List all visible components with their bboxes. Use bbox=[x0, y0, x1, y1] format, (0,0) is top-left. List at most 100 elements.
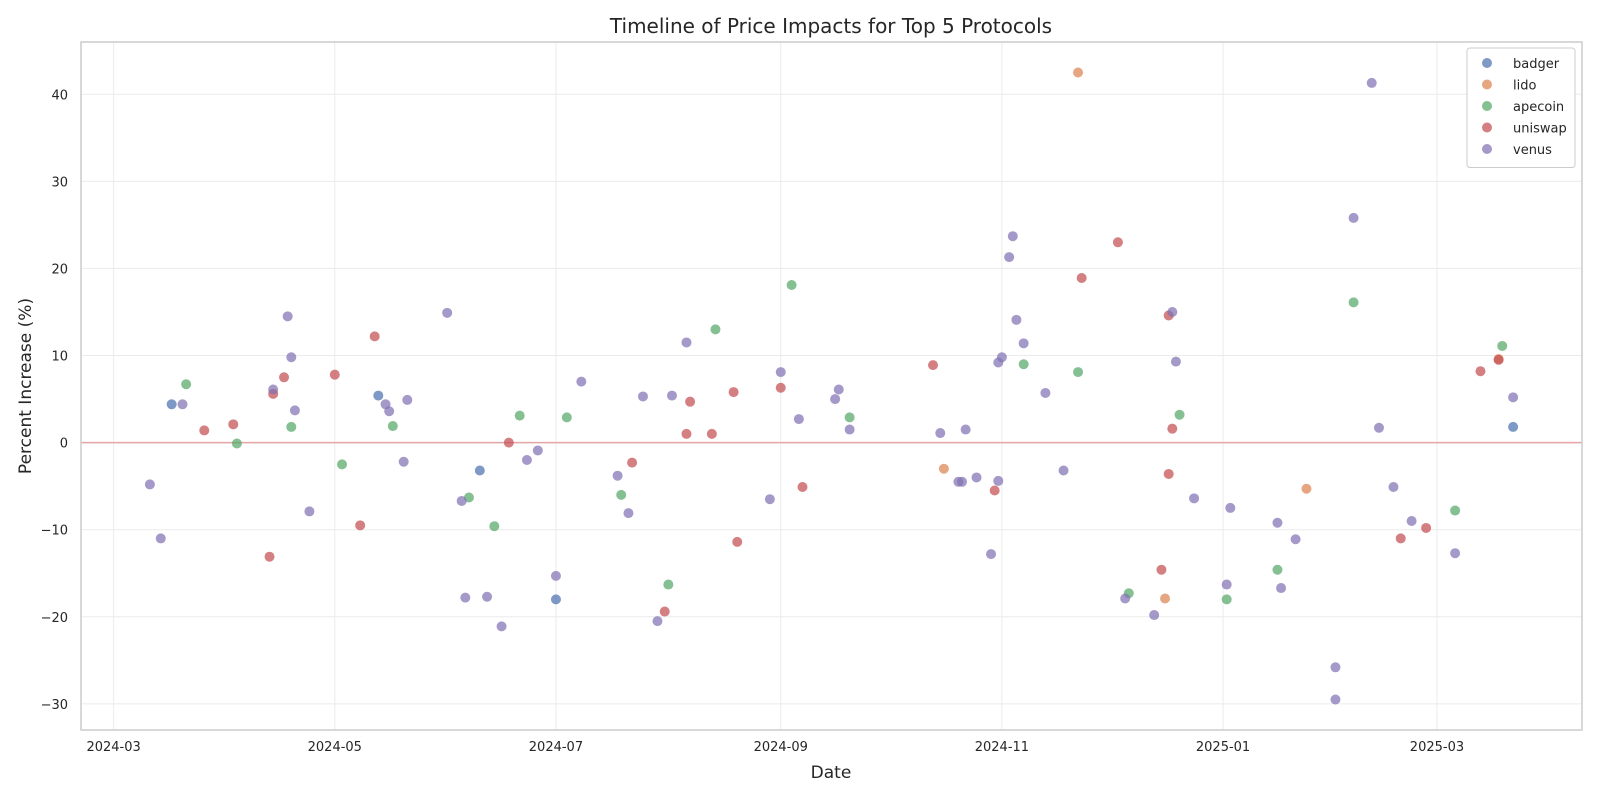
data-point-venus bbox=[612, 470, 623, 481]
data-point-venus bbox=[402, 394, 413, 405]
data-point-lido bbox=[1073, 67, 1084, 78]
x-tick-label: 2025-03 bbox=[1410, 740, 1464, 755]
data-point-badger bbox=[550, 594, 561, 605]
data-point-uniswap bbox=[1112, 237, 1123, 248]
data-point-venus bbox=[532, 445, 543, 456]
data-point-venus bbox=[957, 476, 968, 487]
data-point-venus bbox=[1004, 252, 1015, 263]
y-tick-label: 40 bbox=[51, 88, 68, 103]
data-point-apecoin bbox=[844, 412, 855, 423]
data-point-uniswap bbox=[1156, 564, 1167, 575]
x-tick-label: 2024-09 bbox=[754, 740, 808, 755]
data-point-venus bbox=[442, 307, 453, 318]
data-point-venus bbox=[1450, 548, 1461, 559]
data-point-apecoin bbox=[1497, 340, 1508, 351]
data-point-venus bbox=[1058, 465, 1069, 476]
plot-frame bbox=[80, 41, 1583, 731]
data-point-apecoin bbox=[663, 579, 674, 590]
data-point-uniswap bbox=[775, 382, 786, 393]
data-point-venus bbox=[177, 399, 188, 410]
data-point-uniswap bbox=[685, 396, 696, 407]
data-point-uniswap bbox=[928, 360, 939, 371]
data-point-venus bbox=[1330, 662, 1341, 673]
data-point-venus bbox=[521, 455, 532, 466]
data-point-venus bbox=[637, 391, 648, 402]
data-point-uniswap bbox=[264, 551, 275, 562]
data-point-apecoin bbox=[710, 324, 721, 335]
legend-marker-lido bbox=[1482, 79, 1492, 90]
data-point-venus bbox=[775, 367, 786, 378]
data-point-uniswap bbox=[199, 425, 210, 436]
data-point-apecoin bbox=[561, 412, 572, 423]
data-point-uniswap bbox=[1167, 423, 1178, 434]
data-point-uniswap bbox=[728, 387, 739, 398]
y-tick-label: 0 bbox=[60, 437, 68, 452]
data-point-venus bbox=[1290, 534, 1301, 545]
data-point-venus bbox=[993, 475, 1004, 486]
data-point-venus bbox=[1011, 314, 1022, 325]
y-axis-label: Percent Increase (%) bbox=[16, 298, 36, 474]
data-point-venus bbox=[830, 394, 841, 405]
data-point-venus bbox=[1018, 338, 1029, 349]
y-tick-label: −10 bbox=[41, 524, 68, 539]
data-point-venus bbox=[496, 621, 507, 632]
x-tick-label: 2024-07 bbox=[529, 740, 583, 755]
x-tick-label: 2024-05 bbox=[308, 740, 362, 755]
legend-marker-uniswap bbox=[1482, 122, 1492, 133]
legend-label-badger: badger bbox=[1513, 57, 1560, 72]
data-point-venus bbox=[986, 549, 997, 560]
legend-box bbox=[1466, 47, 1576, 168]
data-point-lido bbox=[938, 463, 949, 474]
data-point-venus bbox=[764, 494, 775, 505]
data-point-badger bbox=[474, 465, 485, 476]
data-point-venus bbox=[1221, 579, 1232, 590]
data-point-apecoin bbox=[286, 421, 297, 432]
data-point-uniswap bbox=[228, 419, 239, 430]
data-point-venus bbox=[456, 495, 467, 506]
data-point-uniswap bbox=[732, 536, 743, 547]
data-point-uniswap bbox=[1493, 354, 1504, 365]
legend-label-venus: venus bbox=[1513, 143, 1552, 158]
data-point-apecoin bbox=[489, 521, 500, 532]
series-badger bbox=[166, 390, 1519, 605]
data-point-venus bbox=[1388, 482, 1399, 493]
data-point-venus bbox=[268, 384, 279, 395]
data-point-uniswap bbox=[1421, 522, 1432, 533]
series-apecoin bbox=[181, 279, 1508, 605]
data-point-apecoin bbox=[1174, 409, 1185, 420]
data-point-venus bbox=[282, 311, 293, 322]
data-point-venus bbox=[155, 533, 166, 544]
data-point-venus bbox=[1040, 387, 1051, 398]
y-tick-label: 10 bbox=[51, 350, 68, 365]
data-point-venus bbox=[482, 591, 493, 602]
data-point-venus bbox=[1330, 694, 1341, 705]
data-point-lido bbox=[1160, 593, 1171, 604]
data-point-apecoin bbox=[231, 438, 242, 449]
data-point-apecoin bbox=[1272, 564, 1283, 575]
data-point-venus bbox=[576, 376, 587, 387]
data-point-venus bbox=[1170, 356, 1181, 367]
data-point-venus bbox=[935, 428, 946, 439]
data-point-venus bbox=[1225, 502, 1236, 513]
data-point-venus bbox=[844, 424, 855, 435]
legend-label-uniswap: uniswap bbox=[1513, 122, 1567, 137]
legend-marker-badger bbox=[1482, 58, 1492, 68]
data-point-venus bbox=[1007, 231, 1018, 242]
data-point-uniswap bbox=[369, 331, 380, 342]
data-point-venus bbox=[304, 506, 315, 517]
chart-title: Timeline of Price Impacts for Top 5 Prot… bbox=[609, 14, 1052, 38]
data-point-apecoin bbox=[1073, 367, 1084, 378]
x-tick-label: 2025-01 bbox=[1196, 740, 1250, 755]
x-tick-label: 2024-03 bbox=[86, 740, 140, 755]
data-point-venus bbox=[623, 508, 634, 519]
data-point-venus bbox=[289, 405, 300, 416]
legend: badger lido apecoin uniswap venus bbox=[1466, 47, 1576, 168]
data-point-venus bbox=[286, 352, 297, 363]
data-point-apecoin bbox=[181, 379, 192, 390]
data-point-venus bbox=[1167, 306, 1178, 317]
data-point-venus bbox=[1120, 593, 1131, 604]
x-axis-ticks: 2024-03 2024-05 2024-07 2024-09 2024-11 2025-… bbox=[86, 740, 1464, 755]
data-point-uniswap bbox=[797, 482, 808, 493]
data-point-uniswap bbox=[1475, 366, 1486, 377]
